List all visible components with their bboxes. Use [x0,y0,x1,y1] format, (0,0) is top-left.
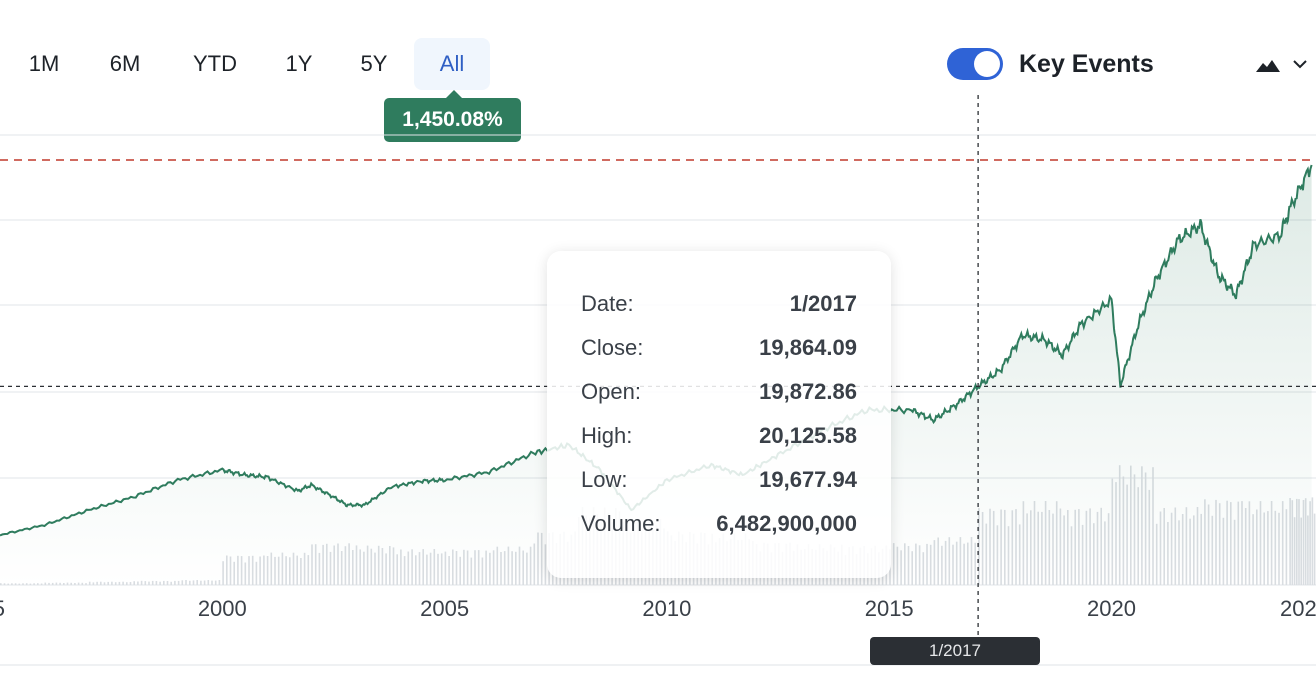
key-events-toggle[interactable] [947,48,1003,80]
tooltip-value: 19,872.86 [759,379,857,404]
tooltip-label: Close: [581,335,644,360]
crosshair-date-label: 1/2017 [870,637,1040,665]
x-tick-label: 202 [1280,596,1316,621]
volume-bar [1311,497,1314,585]
chart-type-menu[interactable] [1252,50,1316,80]
range-button-5y[interactable]: 5Y [360,51,388,76]
range-button-ytd[interactable]: YTD [193,51,237,76]
x-tick-label: 2015 [865,596,914,621]
tooltip-value: 19,677.94 [759,467,857,492]
tooltip-row-date: Date: 1/2017 [581,291,857,321]
x-tick-label: 2020 [1087,596,1136,621]
tooltip-value: 1/2017 [789,291,857,316]
x-tick-label: 2010 [642,596,691,621]
mountain-chart-icon [1256,60,1307,72]
tooltip-label: Open: [581,379,641,404]
tooltip-label: Volume: [581,511,661,536]
tooltip-label: High: [581,423,633,448]
tooltip-row-close: Close: 19,864.09 [581,335,857,365]
x-tick-label: 2005 [420,596,469,621]
data-tooltip: Date: 1/2017 Close: 19,864.09 Open: 19,8… [547,251,891,578]
tooltip-row-open: Open: 19,872.86 [581,379,857,409]
volume-bar [1313,513,1316,585]
range-button-1m[interactable]: 1M [28,51,60,76]
range-button-1y[interactable]: 1Y [285,51,313,76]
tooltip-value: 6,482,900,000 [716,511,857,536]
x-tick-label: 5 [0,596,5,621]
tooltip-value: 20,125.58 [759,423,857,448]
range-button-6m[interactable]: 6M [109,51,141,76]
price-area [0,165,1312,585]
toggle-knob [974,51,1000,77]
tooltip-row-volume: Volume: 6,482,900,000 [581,511,857,541]
tooltip-row-low: Low: 19,677.94 [581,467,857,497]
range-button-all[interactable]: All [414,38,490,90]
tooltip-row-high: High: 20,125.58 [581,423,857,453]
x-axis-ticks: 5 2000 2005 2010 2015 2020 202 [0,596,1316,621]
tooltip-label: Date: [581,291,634,316]
x-tick-label: 2000 [198,596,247,621]
tooltip-label: Low: [581,467,628,492]
key-events-label: Key Events [1019,50,1154,78]
tooltip-value: 19,864.09 [759,335,857,360]
chevron-down-icon [1293,60,1307,69]
